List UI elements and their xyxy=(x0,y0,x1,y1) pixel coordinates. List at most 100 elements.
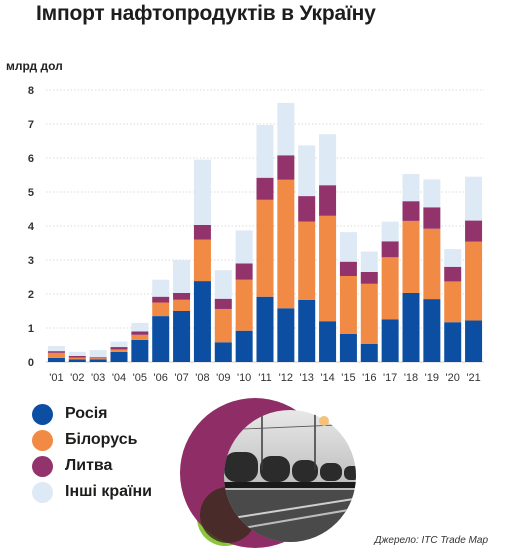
x-tick-label: '04 xyxy=(112,372,126,384)
stacked-bar-chart: 0 1 2 3 4 5 6 7 8 '01 '02 '03 '04 '05 '06 '07 '08 '09 '10 '… xyxy=(28,85,484,384)
x-tick-label: '05 xyxy=(133,372,147,384)
bar-segment xyxy=(152,316,170,362)
legend-item-lithuania: Литва xyxy=(32,453,152,479)
bar-segment xyxy=(235,263,253,280)
bar-segment xyxy=(444,322,462,362)
bar-segment xyxy=(256,199,274,297)
legend-swatch-russia xyxy=(32,403,53,425)
x-tick-label: '09 xyxy=(216,372,230,384)
x-tick-label: '20 xyxy=(446,372,460,384)
bar-segment xyxy=(339,275,357,334)
bar-segment xyxy=(319,321,337,362)
y-tick-label: 0 xyxy=(28,357,34,369)
legend-item-other: Інші країни xyxy=(32,479,152,505)
legend-swatch-other xyxy=(32,481,53,503)
bar-segment xyxy=(173,299,191,311)
legend-label-other: Інші країни xyxy=(65,483,153,500)
bar-segment xyxy=(235,230,253,264)
x-tick-label: '01 xyxy=(49,372,63,384)
bar-segment xyxy=(319,215,337,322)
x-tick-label: '02 xyxy=(70,372,84,384)
bar-segment xyxy=(89,350,107,358)
bar-segment xyxy=(277,102,295,156)
bar-segment xyxy=(360,271,378,284)
x-tick-label: '03 xyxy=(91,372,105,384)
x-tick-label: '17 xyxy=(383,372,397,384)
bar-segment xyxy=(235,279,253,331)
bar-segment xyxy=(381,241,399,258)
chart-title: Імпорт нафтопродуктів в Україну xyxy=(36,2,376,25)
x-tick-label: '16 xyxy=(362,372,376,384)
bar-segment xyxy=(47,351,65,353)
legend-label-lithuania: Литва xyxy=(65,457,113,474)
bar-segment xyxy=(47,346,65,352)
bar-segment xyxy=(256,296,274,362)
bar-segment xyxy=(339,232,357,262)
bar-segment xyxy=(89,359,107,362)
bar-segment xyxy=(298,196,316,222)
bar-segment xyxy=(402,292,420,362)
bar-segment xyxy=(360,283,378,344)
sun-dot xyxy=(319,416,329,426)
bar-segment xyxy=(298,299,316,362)
legend-swatch-lithuania xyxy=(32,455,53,477)
bar-segment xyxy=(193,281,211,362)
bar-segment xyxy=(89,358,107,360)
bar-segment xyxy=(235,330,253,362)
x-tick-label: '19 xyxy=(425,372,439,384)
y-tick-label: 1 xyxy=(28,323,34,335)
bar-segment xyxy=(423,299,441,362)
bar-segment xyxy=(68,351,86,356)
bar-segment xyxy=(152,296,170,303)
bar-segment xyxy=(256,125,274,178)
legend-item-belarus: Білорусь xyxy=(32,427,152,453)
bar-segment xyxy=(465,320,483,362)
bar-segment xyxy=(214,298,232,309)
bar-segment xyxy=(47,352,65,358)
x-tick-label: '06 xyxy=(154,372,168,384)
bar-segment xyxy=(131,331,149,335)
x-tick-label: '12 xyxy=(279,372,293,384)
bar-segment xyxy=(214,342,232,362)
bar-segment xyxy=(152,279,170,297)
bar-segment xyxy=(339,333,357,362)
bar-segment xyxy=(214,270,232,299)
bar-segment xyxy=(193,239,211,282)
y-tick-label: 8 xyxy=(28,85,34,97)
legend-swatch-belarus xyxy=(32,429,53,451)
bar-segment xyxy=(465,176,483,221)
bar-segment xyxy=(68,355,86,358)
bar-segment xyxy=(193,159,211,225)
bar-segment xyxy=(465,241,483,321)
legend: Росія Білорусь Литва Інші країни xyxy=(32,401,152,505)
bar-segment xyxy=(193,224,211,240)
bar-segment xyxy=(173,260,191,293)
x-tick-label: '21 xyxy=(466,372,480,384)
bar-segment xyxy=(319,134,337,186)
bar-segment xyxy=(68,359,86,362)
bar-segment xyxy=(173,292,191,300)
bar-segment xyxy=(444,281,462,323)
bar-segment xyxy=(298,145,316,197)
bar-segment xyxy=(89,357,107,359)
bar-segment xyxy=(339,261,357,276)
x-tick-label: '14 xyxy=(320,372,334,384)
x-tick-label: '10 xyxy=(237,372,251,384)
bar-segment xyxy=(381,319,399,362)
bar-segment xyxy=(277,179,295,309)
bar-segment xyxy=(423,228,441,300)
bar-segment xyxy=(360,251,378,272)
bar-segment xyxy=(298,221,316,300)
y-axis-label: млрд дол xyxy=(6,59,63,73)
x-tick-label: '08 xyxy=(195,372,209,384)
bar-segment xyxy=(110,347,128,350)
bar-segment xyxy=(277,155,295,180)
legend-label-belarus: Білорусь xyxy=(65,431,138,448)
y-tick-label: 2 xyxy=(28,289,34,301)
bar-segment xyxy=(110,341,128,348)
legend-label-russia: Росія xyxy=(65,405,108,422)
x-tick-label: '07 xyxy=(174,372,188,384)
bar-segment xyxy=(423,207,441,229)
bar-segment xyxy=(360,343,378,362)
